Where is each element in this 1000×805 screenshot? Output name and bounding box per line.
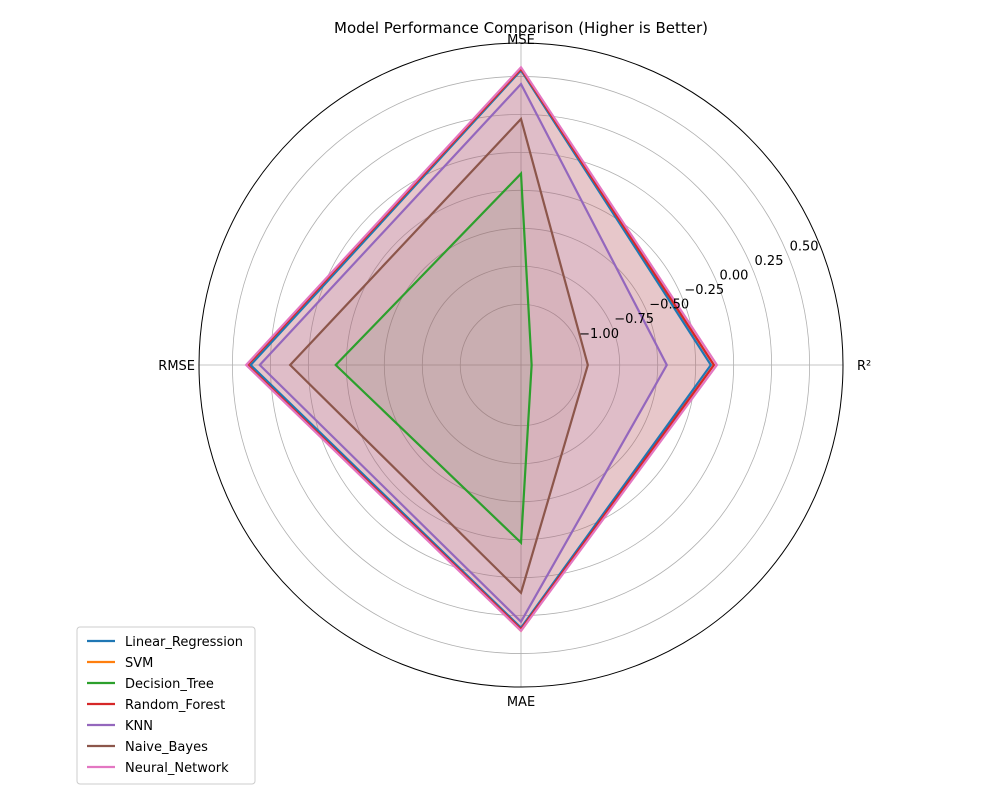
legend-label: Naive_Bayes <box>125 740 208 755</box>
series-lines <box>244 65 719 633</box>
radial-tick-label: 0.50 <box>790 240 819 255</box>
radial-tick-labels: −1.00−0.75−0.50−0.250.00 0.25 0.50 <box>579 240 818 342</box>
legend: Linear_Regression SVM Decision_Tree Random_… <box>76 626 256 785</box>
axis-label-2: RMSE <box>158 359 195 374</box>
radial-tick-label: 0.25 <box>755 254 784 269</box>
radial-tick-label: 0.00 <box>719 269 748 284</box>
legend-label: Random_Forest <box>125 698 225 713</box>
series-line-Neural_Network <box>244 65 719 633</box>
series-fill-Naive_Bayes <box>290 118 588 593</box>
series-fill-SVM <box>247 68 714 631</box>
outer-frame <box>198 42 844 688</box>
radial-tick-label: −1.00 <box>579 327 619 342</box>
legend-label: Decision_Tree <box>125 677 214 692</box>
radial-tick-label: −0.75 <box>614 312 654 327</box>
axis-label-0: R² <box>857 359 871 374</box>
series-line-Linear_Regression <box>249 68 713 630</box>
outer-circle <box>198 42 844 688</box>
series-fill-Neural_Network <box>246 67 717 631</box>
legend-label: Linear_Regression <box>125 635 243 650</box>
legend-label: SVM <box>125 656 153 671</box>
legend-frame <box>76 626 256 785</box>
series-fill-KNN <box>259 84 667 622</box>
radial-tick-label: −0.25 <box>684 283 724 298</box>
legend-label: Neural_Network <box>125 761 229 776</box>
chart-title: Model Performance Comparison (Higher is … <box>334 19 708 37</box>
series-line-Naive_Bayes <box>288 116 589 595</box>
series-fill-Decision_Tree <box>335 173 532 543</box>
series-line-Decision_Tree <box>334 171 533 546</box>
legend-label: KNN <box>125 719 153 734</box>
axis-labels: R² MSE RMSE MAE <box>158 33 871 710</box>
axis-label-1: MSE <box>507 33 535 48</box>
polar-grid <box>199 43 843 687</box>
series-line-KNN <box>258 82 669 624</box>
axis-label-3: MAE <box>507 695 535 710</box>
radial-tick-label: −0.50 <box>649 298 689 313</box>
